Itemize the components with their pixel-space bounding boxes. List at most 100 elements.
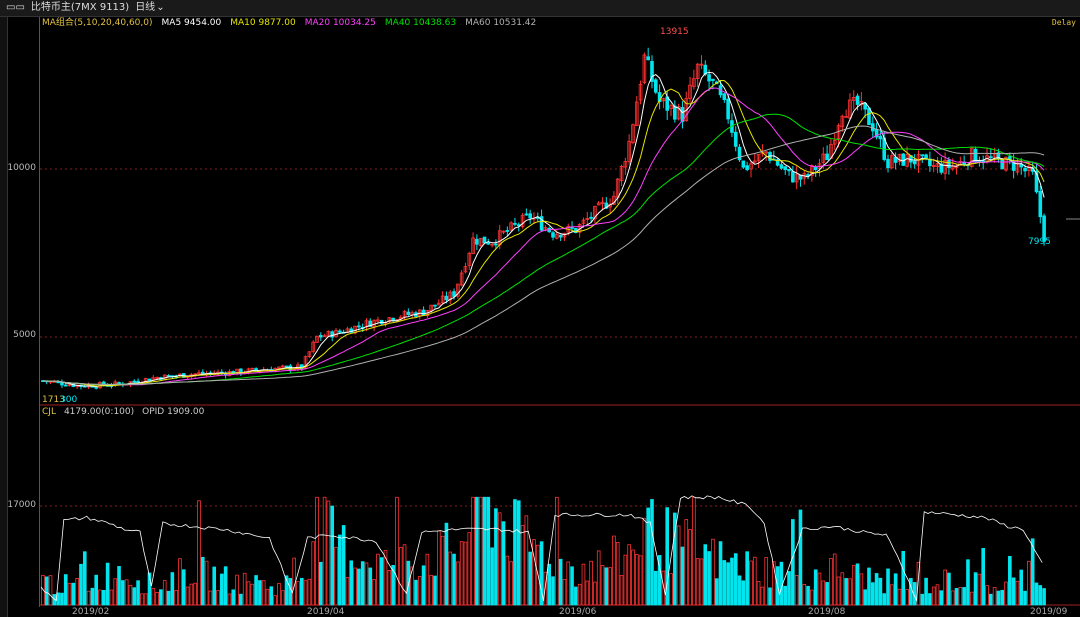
volume-bar: [258, 580, 262, 606]
volume-bar: [360, 561, 365, 606]
candle: [657, 92, 662, 103]
candle: [798, 174, 803, 180]
volume-bar: [657, 555, 662, 606]
candle: [132, 380, 137, 383]
volume-bar: [159, 589, 163, 606]
volume-bar: [417, 576, 422, 606]
candle: [406, 311, 411, 316]
candle: [475, 238, 479, 245]
volume-bar: [920, 593, 925, 606]
candle: [467, 252, 472, 266]
ma20-line: [42, 87, 1045, 386]
candle: [627, 140, 631, 162]
volume-bar: [322, 496, 327, 606]
volume-bar: [673, 512, 677, 606]
opid-line: [40, 495, 1043, 602]
volume-bar: [387, 570, 392, 606]
volume-bar: [661, 570, 666, 606]
toggle-icon[interactable]: ▭▭: [6, 2, 25, 13]
volume-indicator-label[interactable]: CJL: [42, 407, 56, 417]
volume-bar: [840, 572, 845, 606]
instrument-name[interactable]: 比特币主(7MX 9113): [30, 2, 130, 13]
volume-bar: [414, 579, 418, 606]
volume-bar: [829, 558, 833, 606]
candle: [619, 166, 624, 182]
volume-bar: [532, 539, 536, 606]
left-toolbar[interactable]: [0, 17, 8, 617]
candle: [478, 237, 483, 246]
candle: [315, 335, 319, 343]
volume-bar: [741, 580, 746, 606]
volume-bar: [718, 541, 723, 606]
volume-bar: [105, 562, 110, 606]
volume-bar: [996, 590, 1001, 606]
candle: [863, 102, 867, 110]
volume-bar: [973, 572, 978, 606]
volume-bar: [825, 582, 829, 606]
volume-bar: [817, 572, 822, 606]
candle: [501, 230, 506, 233]
volume-bar: [284, 575, 289, 606]
candle: [94, 386, 99, 389]
candle: [250, 367, 255, 370]
volume-bar: [585, 580, 590, 606]
volume-bar: [810, 589, 814, 606]
volume-bar: [357, 568, 361, 606]
volume-bar: [954, 588, 959, 606]
volume-bar: [200, 556, 205, 606]
candle: [665, 96, 670, 111]
volume-bar: [749, 560, 753, 606]
period-selector[interactable]: 日线⌄: [135, 0, 164, 16]
volume-bar: [41, 575, 45, 606]
volume-bar: [1023, 590, 1027, 606]
volume-bar: [730, 557, 734, 606]
volume-bar: [86, 590, 91, 606]
volume-bar: [162, 580, 167, 606]
volume-bar: [855, 563, 860, 606]
volume-bar: [113, 578, 118, 606]
candle: [1015, 162, 1020, 173]
candle: [764, 151, 769, 154]
candle: [711, 78, 715, 81]
volume-bar: [440, 535, 445, 606]
volume-bar: [448, 551, 453, 606]
period-label[interactable]: 日线: [135, 2, 156, 13]
volume-bar: [851, 564, 856, 606]
candle: [585, 218, 590, 220]
candle: [1000, 159, 1005, 170]
volume-bar: [208, 590, 213, 606]
volume-bar: [467, 532, 472, 606]
candle: [638, 83, 643, 101]
volume-bar: [924, 577, 928, 606]
ma-combo-label[interactable]: MA组合(5,10,20,40,60,0): [42, 18, 153, 28]
volume-bar: [128, 584, 133, 606]
volume-bar: [745, 551, 749, 606]
volume-bar: [547, 563, 552, 606]
candle: [752, 160, 757, 163]
volume-bar: [109, 589, 114, 606]
candle: [947, 159, 951, 169]
candle: [844, 116, 848, 118]
volume-bar: [334, 546, 338, 606]
candle: [307, 351, 312, 357]
volume-bar: [223, 566, 228, 606]
candle: [581, 219, 586, 224]
volume-bar: [140, 593, 144, 606]
volume-bar: [311, 541, 315, 606]
volume-bar: [634, 553, 639, 606]
volume-bar: [882, 593, 887, 606]
volume-bar: [669, 573, 673, 606]
candle: [821, 153, 826, 163]
volume-bar: [345, 577, 350, 606]
chevron-down-icon[interactable]: ⌄: [156, 2, 165, 13]
volume-bar: [870, 582, 875, 606]
volume-bar: [63, 574, 68, 606]
volume-bar: [330, 505, 335, 606]
volume-bar: [288, 578, 293, 606]
y-axis: 10000 5000 17000: [7, 17, 40, 607]
candle: [555, 233, 559, 239]
volume-bar: [642, 517, 647, 606]
volume-bar: [791, 519, 795, 606]
volume-bar: [665, 507, 670, 606]
